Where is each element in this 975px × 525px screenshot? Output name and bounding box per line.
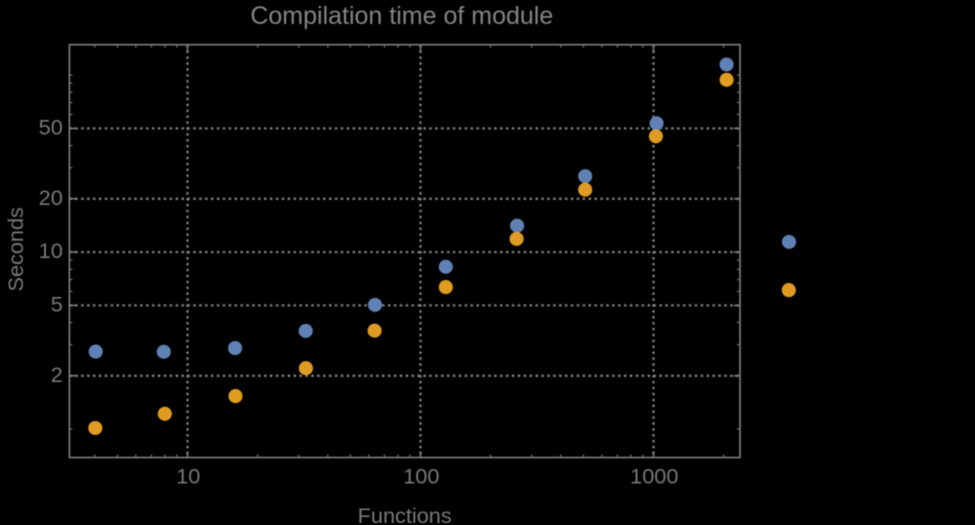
svg-text:Seconds: Seconds — [3, 207, 28, 292]
svg-text:2: 2 — [51, 362, 63, 387]
svg-text:10: 10 — [39, 238, 63, 263]
svg-text:5: 5 — [51, 291, 63, 316]
svg-text:Compilation time of module: Compilation time of module — [250, 2, 553, 30]
svg-text:100: 100 — [403, 464, 439, 489]
svg-text:50: 50 — [39, 114, 63, 139]
svg-text:1000: 1000 — [630, 464, 678, 489]
svg-text:10: 10 — [176, 464, 200, 489]
svg-text:20: 20 — [39, 185, 63, 210]
svg-text:Functions: Functions — [358, 503, 452, 525]
